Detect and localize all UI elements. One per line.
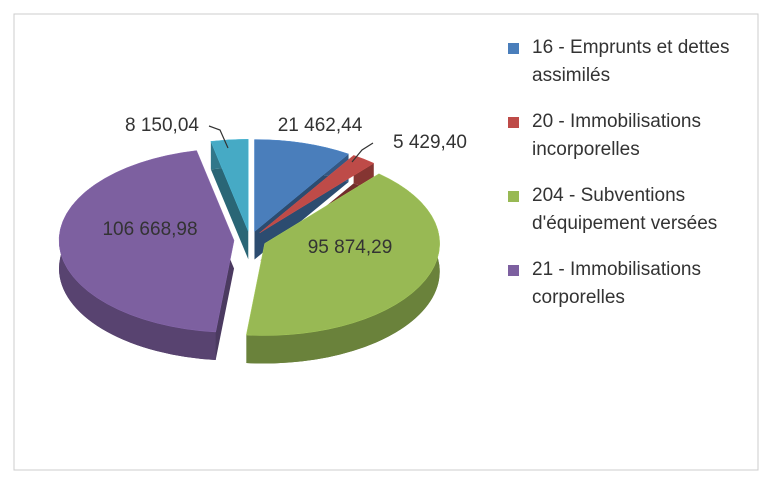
data-label: 5 429,40	[393, 132, 467, 153]
slice	[254, 139, 350, 233]
data-label: 8 150,04	[125, 115, 199, 136]
legend-label: 21 - Immobilisations corporelles	[532, 259, 701, 308]
slice-side	[246, 173, 440, 364]
legend-item: 16 - Emprunts et dettes assimilés	[508, 34, 742, 90]
legend-swatch	[508, 43, 519, 54]
slice	[259, 155, 375, 234]
legend: 16 - Emprunts et dettes assimilés 20 - Im…	[508, 34, 748, 330]
leader-line	[351, 142, 374, 163]
legend-label: 16 - Emprunts et dettes assimilés	[532, 37, 730, 86]
legend-item: 20 - Immobilisations incorporelles	[508, 108, 742, 164]
data-label: 21 462,44	[278, 115, 363, 136]
slice	[58, 150, 235, 333]
data-label: 106 668,98	[102, 219, 197, 240]
legend-item: 21 - Immobilisations corporelles	[508, 256, 742, 312]
data-label: 95 874,29	[308, 237, 393, 258]
legend-swatch	[508, 117, 519, 128]
legend-item: 204 - Subventions d'équipement versées	[508, 182, 742, 238]
legend-label: 20 - Immobilisations incorporelles	[532, 111, 701, 160]
leader-line	[208, 125, 229, 149]
slice	[246, 173, 440, 336]
legend-swatch	[508, 191, 519, 202]
slice	[210, 139, 249, 232]
legend-swatch	[508, 265, 519, 276]
legend-label: 204 - Subventions d'équipement versées	[532, 185, 718, 234]
